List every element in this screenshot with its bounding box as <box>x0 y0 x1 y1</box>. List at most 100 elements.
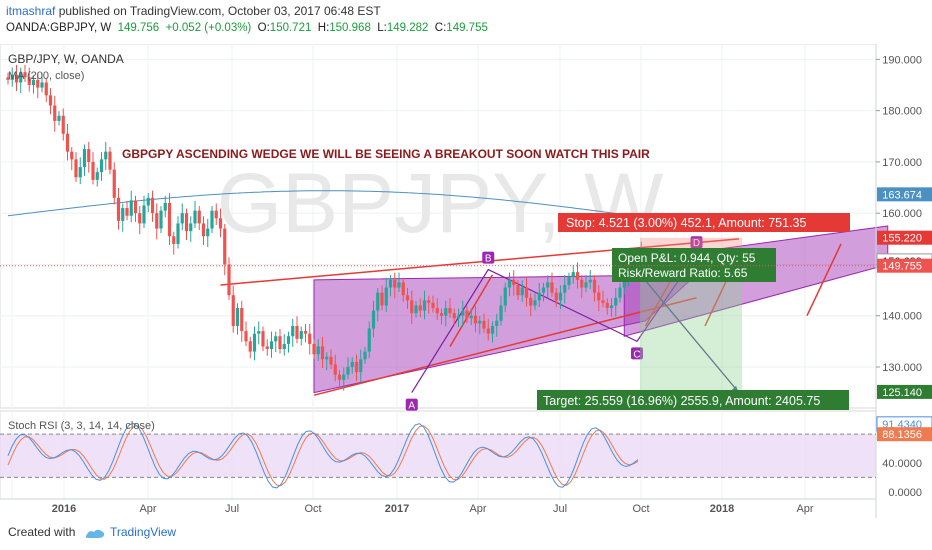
candle-body <box>78 167 82 178</box>
candle-body <box>218 218 223 229</box>
stoch-value-label: 88.1356 <box>882 429 922 441</box>
symbol-watermark: GBPJPY, W <box>217 156 664 250</box>
candle-body <box>320 346 325 360</box>
candle-body <box>252 333 257 352</box>
candle-body <box>609 305 614 309</box>
author-link[interactable]: itmashraf <box>6 4 56 18</box>
candle-body <box>99 159 104 173</box>
candle-body <box>597 292 601 301</box>
candle-body <box>121 208 125 221</box>
candle-body <box>465 310 469 319</box>
price-tick-label: 160.000 <box>882 208 922 220</box>
candle-body <box>580 279 584 288</box>
candle-body <box>571 272 575 278</box>
candle-body <box>235 308 240 326</box>
candle-body <box>227 264 231 296</box>
pnl-label-box <box>612 248 776 282</box>
candles <box>6 65 643 391</box>
candle-body <box>346 366 350 375</box>
candle-body <box>257 331 261 334</box>
candle-body <box>189 223 193 232</box>
candle-body <box>567 277 571 285</box>
candle-body <box>210 210 214 229</box>
candle-body <box>133 200 138 214</box>
candle-body <box>516 284 520 296</box>
wedge-support-line <box>313 297 697 396</box>
candle-body <box>201 223 206 237</box>
pattern-point-C[interactable] <box>631 347 643 360</box>
pattern-point-A[interactable] <box>405 398 418 411</box>
candle-body <box>371 310 376 329</box>
candle-body <box>473 315 478 324</box>
price-tick-label: 180.000 <box>882 106 922 118</box>
candle-body <box>308 333 312 344</box>
time-tick-label: Jul <box>225 503 239 515</box>
wedge-resistance-line <box>220 238 740 286</box>
pattern-point-label: D <box>693 238 700 249</box>
candle-body <box>431 302 435 309</box>
candle-body <box>223 228 227 265</box>
candle-body <box>435 308 439 314</box>
chart-title: GBP/JPY, W, OANDA <box>8 52 124 66</box>
candle-body <box>342 374 346 380</box>
pattern-point-label: C <box>633 349 640 360</box>
candle-body <box>495 320 499 326</box>
projection-arrow <box>633 266 741 395</box>
candle-body <box>452 313 456 319</box>
candle-body <box>180 213 184 224</box>
time-tick-label: Oct <box>632 503 649 515</box>
candle-body <box>482 320 486 329</box>
candle-body <box>359 359 363 373</box>
price-label-box <box>877 384 932 399</box>
time-tick-label: Oct <box>304 503 321 515</box>
candle-body <box>138 213 142 224</box>
header: itmashraf published on TradingView.com, … <box>0 0 932 42</box>
candle-body <box>184 213 189 232</box>
price-label-box <box>877 187 932 202</box>
candle-body <box>588 279 592 283</box>
tradingview-brand-link[interactable]: TradingView <box>110 525 177 539</box>
candle-body <box>461 310 465 316</box>
price-change: +0.052 (+0.03%) <box>165 22 252 34</box>
candle-body <box>418 305 422 311</box>
candle-body <box>70 151 74 160</box>
time-tick-label: 2017 <box>385 503 409 515</box>
candle-body <box>95 172 99 180</box>
pattern-point-B[interactable] <box>482 251 495 264</box>
candle-body <box>490 325 495 334</box>
candle-body <box>414 305 418 314</box>
price-label: 155.220 <box>882 233 922 245</box>
candle-body <box>282 343 286 350</box>
candle-body <box>159 210 163 229</box>
stop-label-box <box>558 213 850 232</box>
candle-body <box>303 331 308 334</box>
stoch-band <box>0 434 876 478</box>
price-tick-label: 170.000 <box>882 157 922 169</box>
candle-body <box>40 82 44 88</box>
price-label: 163.674 <box>882 189 922 201</box>
candle-body <box>444 308 448 316</box>
price-tick-label: 140.000 <box>882 311 922 323</box>
target-label-box <box>537 390 849 410</box>
candle-body <box>112 169 116 198</box>
price-chart[interactable]: GBPJPY, W A B C D GBPGPY ASCENDING WEDGE WE W… <box>0 44 932 518</box>
candle-body <box>286 336 291 344</box>
pattern-point-D[interactable] <box>690 236 703 249</box>
candle-body <box>278 336 282 350</box>
price-label-box <box>877 258 932 273</box>
candle-body <box>439 313 444 316</box>
candle-body <box>422 300 427 311</box>
candle-body <box>546 282 550 288</box>
candle-body <box>354 361 359 373</box>
rr-label: Risk/Reward Ratio: 5.65 <box>618 266 748 280</box>
pattern-point-label: A <box>408 401 415 412</box>
target-zone[interactable] <box>640 260 742 392</box>
time-tick-label: Apr <box>139 503 156 515</box>
stoch-tick-label: 0.0000 <box>888 487 922 499</box>
candle-body <box>533 300 537 306</box>
candle-body <box>87 149 91 162</box>
candle-body <box>427 300 431 303</box>
open-label: O: <box>257 22 270 34</box>
stoch-value-box <box>877 427 932 442</box>
candle-body <box>380 292 384 306</box>
